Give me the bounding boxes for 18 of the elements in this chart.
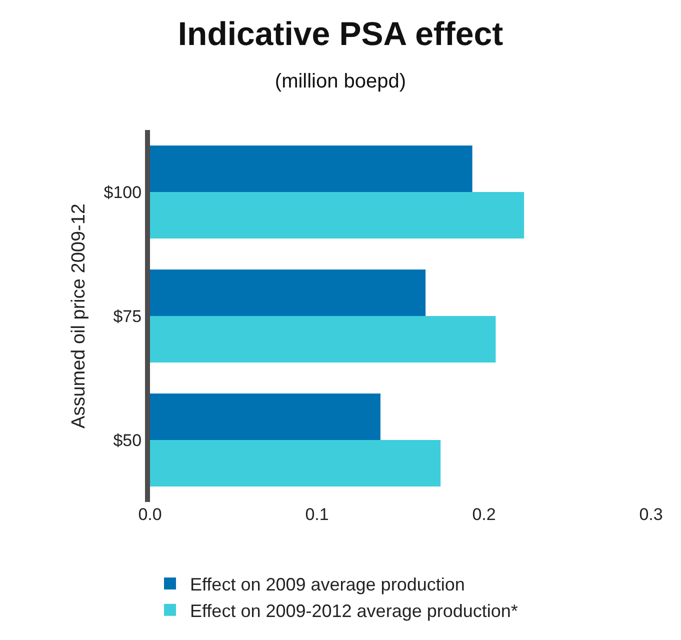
y-tick-label: $50	[113, 430, 142, 450]
bar	[150, 192, 524, 238]
bar	[150, 270, 426, 316]
legend-label: Effect on 2009-2012 average production*	[190, 600, 518, 621]
y-axis-title: Assumed oil price 2009-12	[68, 204, 90, 428]
legend-label: Effect on 2009 average production	[190, 574, 465, 594]
x-tick-label: 0.3	[639, 505, 663, 524]
chart-subtitle: (million boepd)	[274, 70, 406, 93]
x-tick-label: 0.2	[472, 505, 496, 524]
y-tick-label: $75	[113, 306, 142, 326]
bar	[150, 316, 496, 362]
bar	[150, 440, 441, 486]
x-tick-label: 0.1	[305, 505, 329, 524]
chart-title: Indicative PSA effect	[178, 14, 504, 52]
bar	[150, 394, 380, 440]
bar	[150, 146, 472, 192]
y-tick-label: $100	[104, 182, 142, 202]
x-tick-label: 0.0	[138, 505, 162, 524]
